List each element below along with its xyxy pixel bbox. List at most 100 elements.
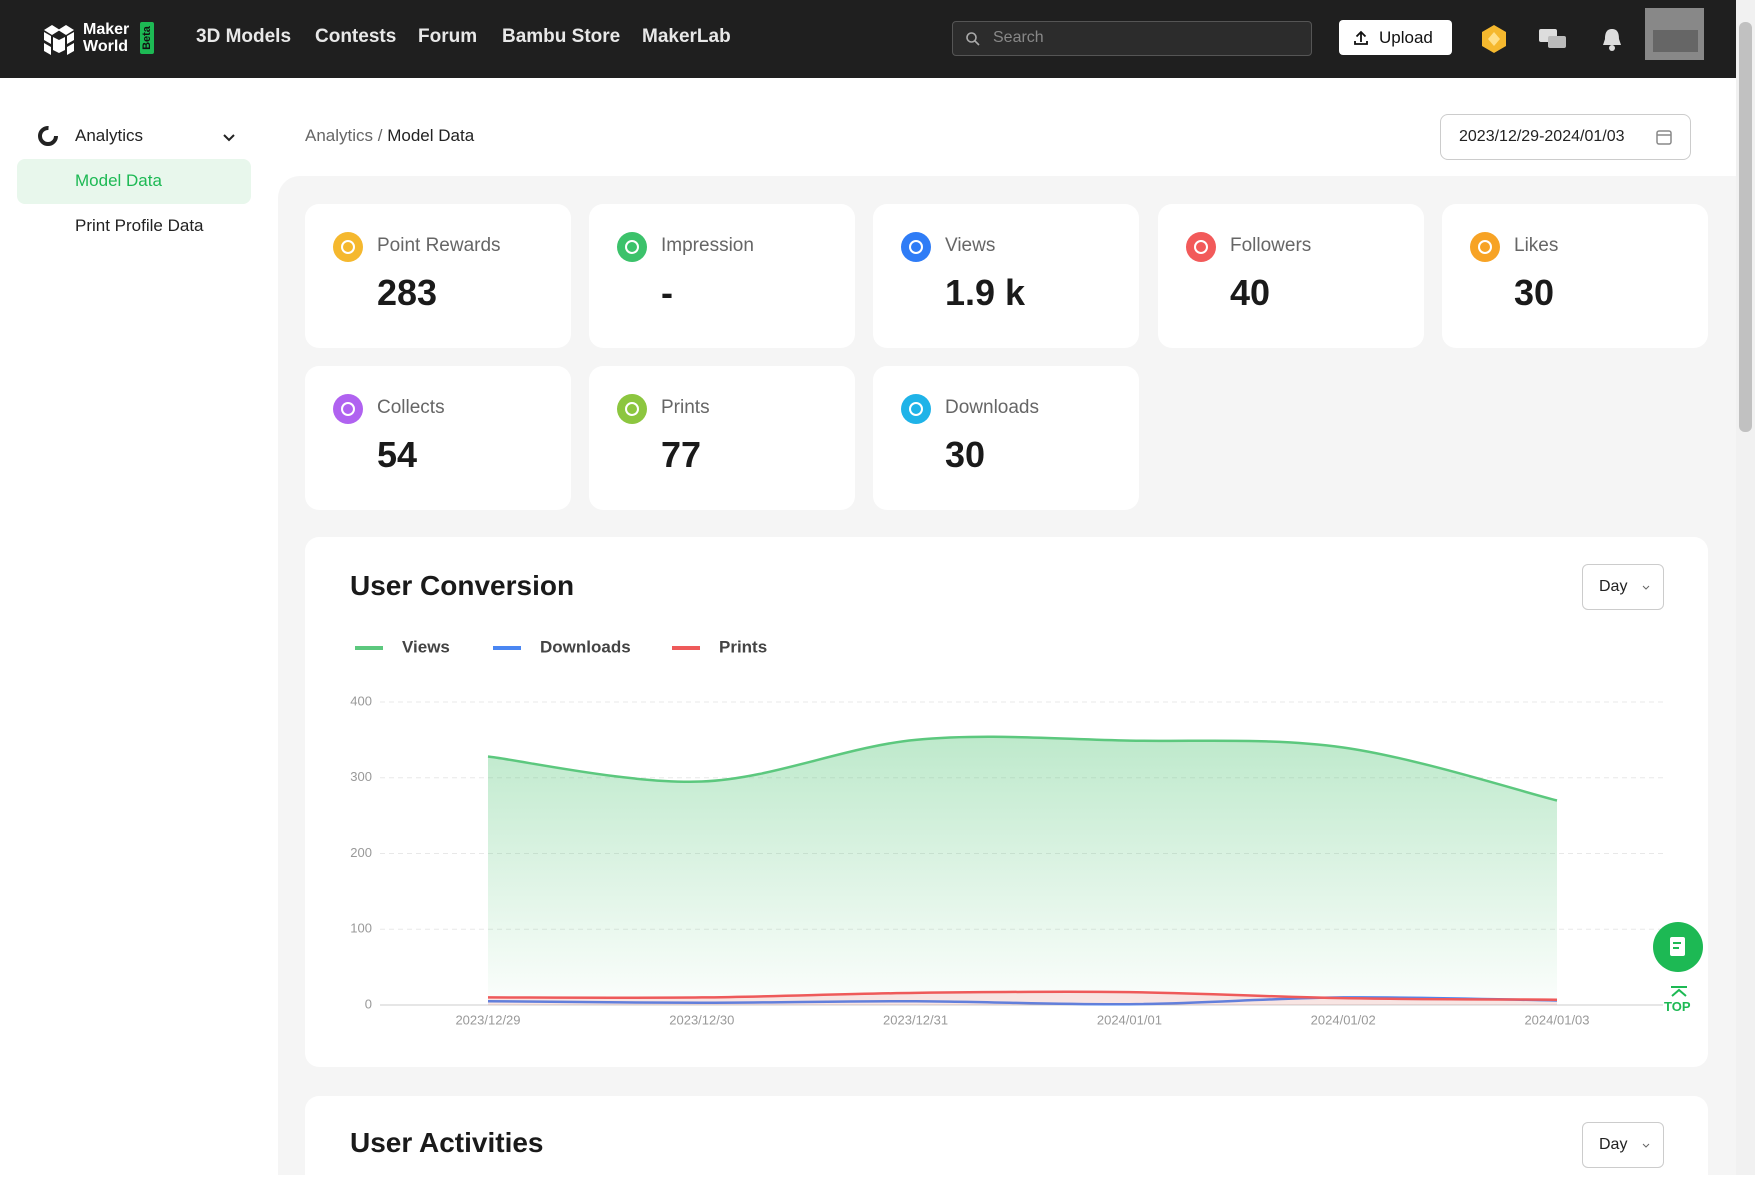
legend-label: Views [402,637,450,656]
stat-card: Downloads 30 [873,366,1139,510]
search-icon [966,32,980,46]
stat-label: Likes [1514,235,1559,256]
sidebar-active [17,159,251,204]
upload-icon [1354,30,1368,45]
nav-link[interactable]: Bambu Store [502,26,621,47]
stat-card: Collects 54 [305,366,571,510]
icon-bg [901,394,931,424]
stat-card: Followers 40 [1158,204,1424,348]
icon-glyph [341,240,355,254]
date-range: 2023/12/29-2024/01/03 [1459,128,1625,145]
stat-card: Point Rewards 283 [305,204,571,348]
stat-value: 77 [661,434,702,475]
stat-card: Views 1.9 k [873,204,1139,348]
analytics-icon [36,124,60,153]
y-tick-label: 0 [365,996,372,1011]
icon-bg [333,394,363,424]
feedback-button[interactable] [1653,922,1703,972]
stat-label: Prints [661,397,710,418]
x-tick-label: 2023/12/31 [883,1012,948,1027]
sidebar-section[interactable]: Analytics [75,126,144,145]
upload-label: Upload [1379,28,1433,47]
stat-card: Impression - [589,204,855,348]
chart-title: User Conversion [350,570,575,601]
period-select[interactable]: Day [1582,564,1664,610]
nav-link[interactable]: Contests [315,26,397,47]
stat-icon [901,232,931,262]
breadcrumb-link[interactable]: Analytics [305,126,374,145]
icon-glyph [625,240,639,254]
nav-link[interactable]: MakerLab [642,26,731,47]
stat-icon [617,394,647,424]
stat-label: Followers [1230,235,1312,256]
stat-icon [901,394,931,424]
nav-link[interactable]: 3D Models [196,26,292,47]
stat-value: 30 [945,434,986,475]
logo-icon [44,25,74,55]
logo-text: Maker [83,21,130,38]
stat-label: Views [945,235,996,256]
stat-label: Downloads [945,397,1039,418]
x-tick-label: 2023/12/30 [669,1012,734,1027]
stat-value: 283 [377,272,438,313]
date-picker[interactable]: 2023/12/29-2024/01/03 [1440,114,1691,160]
stat-card: Likes 30 [1442,204,1708,348]
search-box[interactable]: Search [952,21,1312,56]
icon-glyph [341,402,355,416]
points-icon[interactable] [1480,24,1508,54]
calendar-icon [1656,130,1672,145]
icon-glyph [625,402,639,416]
top-arrow[interactable] [1668,985,1690,997]
icon-glyph [909,240,923,254]
messages-icon[interactable] [1538,27,1568,53]
stat-value: 30 [1514,272,1555,313]
chevron[interactable] [220,128,238,146]
stat-value: - [661,272,673,313]
legend-label: Downloads [540,637,631,656]
x-tick-label: 2024/01/01 [1097,1012,1162,1027]
icon-bg [1470,232,1500,262]
icon-bg [333,232,363,262]
stat-value: 40 [1230,272,1271,313]
nav-link[interactable]: Forum [418,26,478,47]
period-select[interactable]: Day [1582,1122,1664,1168]
x-tick-label: 2023/12/29 [455,1012,520,1027]
y-tick-label: 100 [350,921,372,936]
icon-glyph [1478,240,1492,254]
series-area [488,991,1557,1005]
y-tick-label: 400 [350,693,372,708]
series-area [488,736,1557,1005]
y-tick-label: 200 [350,845,372,860]
y-tick-label: 300 [350,769,372,784]
icon-glyph [909,402,923,416]
x-tick-label: 2024/01/02 [1311,1012,1376,1027]
icon-bg [617,394,647,424]
icon-bg [1186,232,1216,262]
icon-glyph [1194,240,1208,254]
icon-bg [901,232,931,262]
logo-text: World [83,38,129,55]
search-placeholder: Search [993,29,1044,46]
series-line [487,990,1558,1001]
series-line [487,735,1558,802]
stat-label: Impression [661,235,754,256]
stat-card: Prints 77 [589,366,855,510]
stat-icon [1470,232,1500,262]
sidebar-item[interactable]: Model Data [75,171,162,190]
section-title: User Activities [350,1127,544,1158]
back-to-top[interactable]: TOP [1664,999,1691,1014]
avatar[interactable] [1645,8,1704,60]
upload-button[interactable]: Upload [1339,20,1452,55]
notifications-icon[interactable] [1600,27,1624,53]
stat-value: 1.9 k [945,272,1026,313]
breadcrumb-current: Model Data [387,126,475,145]
sidebar-item[interactable]: Print Profile Data [75,216,204,235]
scrollbar[interactable] [1736,0,1755,1175]
x-tick-label: 2024/01/03 [1524,1012,1589,1027]
beta-badge: Beta [140,22,154,54]
breadcrumb-sep: / [377,126,383,145]
stat-label: Collects [377,397,445,418]
top-bar: Maker World Beta 3D Models Contests Foru… [0,0,1755,78]
